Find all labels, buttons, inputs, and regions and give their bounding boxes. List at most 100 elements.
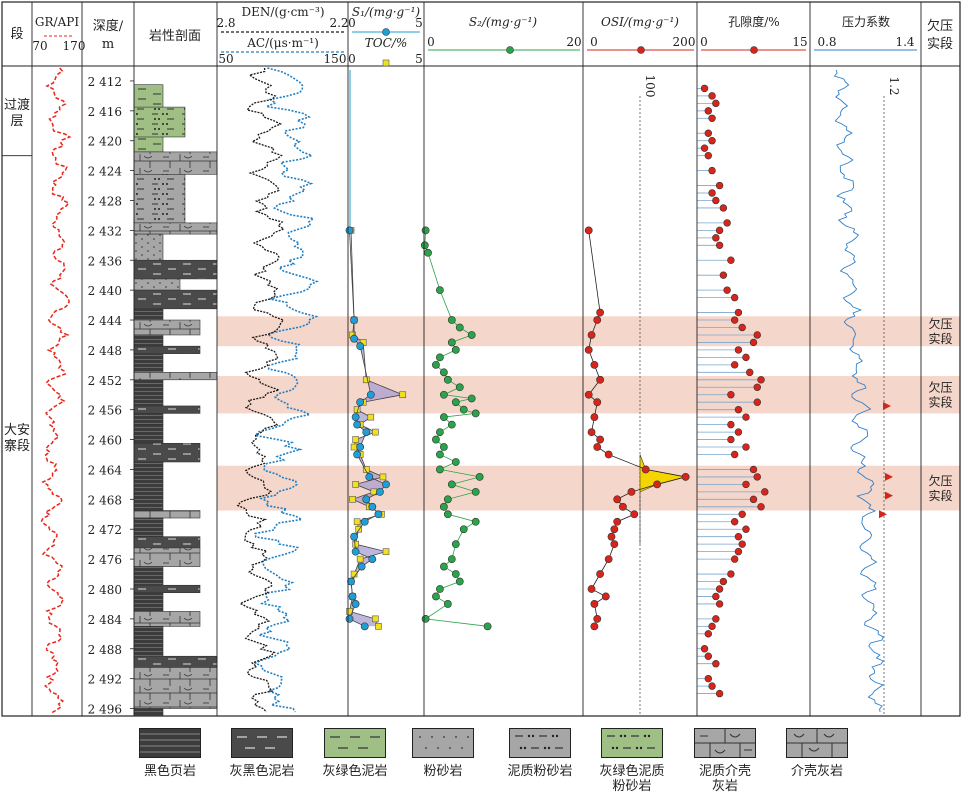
osi-point-31 <box>590 622 599 631</box>
s1-point-9 <box>356 443 365 451</box>
s2-point-9 <box>435 353 444 362</box>
s1-point-25 <box>345 614 354 623</box>
porosity-point-29 <box>730 361 739 369</box>
segment-name-0: 层 <box>10 114 23 129</box>
legend-label: 粉砂岩 <box>612 779 652 794</box>
header-den: DEN/(g·cm⁻³) <box>241 5 324 19</box>
osi-point-25 <box>604 555 613 564</box>
siltstone-swatch <box>412 728 474 758</box>
s1-point-5 <box>356 398 365 407</box>
depth-tick-label: 2 492 <box>88 673 122 687</box>
s1-point-1 <box>350 316 358 324</box>
porosity-point-38 <box>734 428 743 436</box>
legend-item-green-mudstone: 灰绿色泥岩 <box>310 728 400 779</box>
header-undercompaction: 实段 <box>927 37 953 52</box>
porosity-point-43 <box>753 473 761 481</box>
s2-point-37 <box>439 562 448 571</box>
s1-point-16 <box>374 510 383 519</box>
s1-point-23 <box>348 592 357 601</box>
header-pc-min: 0.8 <box>817 35 836 49</box>
porosity-point-19 <box>719 271 728 279</box>
legend-label: 灰绿色泥岩 <box>322 764 388 779</box>
header-s2-max: 20 <box>566 35 581 49</box>
porosity-point-65 <box>712 660 720 668</box>
s1-toc-overlap-area <box>349 320 403 627</box>
porosity-point-37 <box>727 420 735 429</box>
depth-tick-label: 2 452 <box>88 374 122 388</box>
pressure-overpressure-spike-0 <box>883 401 891 410</box>
osi-point-18 <box>613 495 622 504</box>
toc-point-25 <box>356 555 364 563</box>
s2-point-28 <box>447 480 456 489</box>
s2-point-27 <box>475 473 484 481</box>
s1-point-24 <box>351 600 360 608</box>
lithology-bed-29 <box>133 708 164 717</box>
s2-point-18 <box>471 409 480 418</box>
porosity-point-67 <box>708 682 716 690</box>
s1-point-10 <box>353 450 362 459</box>
porosity-point-49 <box>730 518 739 526</box>
s2-point-43 <box>421 614 430 623</box>
s1-point-11 <box>365 473 374 481</box>
lithology-bed-7 <box>133 278 181 291</box>
lithology-bed-15 <box>133 405 201 414</box>
porosity-point-64 <box>704 652 712 660</box>
depth-tick-label: 2 476 <box>88 553 122 567</box>
legend-item-siltstone: 粉砂岩 <box>398 728 488 779</box>
lithology-bed-16 <box>133 424 164 444</box>
pressure-overpressure-spike-2 <box>885 491 893 500</box>
osi-point-23 <box>607 532 616 541</box>
s1-point-17 <box>360 517 369 526</box>
s1-point-26 <box>360 622 369 631</box>
s2-point-2 <box>424 248 432 257</box>
porosity-point-42 <box>749 465 758 474</box>
porosity-point-51 <box>734 532 743 541</box>
osi-point-9 <box>590 413 599 422</box>
legend-item-shell-limestone: 介壳灰岩 <box>772 728 862 779</box>
porosity-point-46 <box>749 495 758 504</box>
porosity-point-35 <box>734 405 743 414</box>
depth-tick-label: 2 436 <box>88 254 122 268</box>
legend-label: 灰岩 <box>711 779 738 794</box>
toc-point-10 <box>372 428 379 436</box>
header-s2: S₂/(mg·g⁻¹) <box>469 15 537 29</box>
header-s1-marker <box>382 28 390 36</box>
depth-tick-label: 2 424 <box>88 165 123 179</box>
green-muddy-siltstone-swatch <box>601 728 663 758</box>
legend-item-muddy-siltstone: 泥质粉砂岩 <box>495 728 585 779</box>
undercompaction-band-0 <box>217 316 921 347</box>
depth-tick-label: 2 448 <box>88 344 122 358</box>
segment-name-1: 大安 <box>4 423 30 438</box>
porosity-point-8 <box>704 151 712 160</box>
header-osi-min: 0 <box>590 35 598 49</box>
toc-point-15 <box>379 473 387 481</box>
depth-tick-label: 2 468 <box>88 493 122 507</box>
s2-point-10 <box>432 360 440 369</box>
lithology-bed-5 <box>133 233 164 261</box>
legend-item-green-muddy-siltstone: 灰绿色泥质 粉砂岩 <box>587 728 677 794</box>
header-por-max: 15 <box>792 35 807 49</box>
porosity-point-17 <box>715 241 724 250</box>
s2-point-21 <box>435 428 444 436</box>
depth-tick-label: 2 444 <box>88 314 123 328</box>
s2-point-16 <box>451 398 460 407</box>
depth-tick-label: 2 412 <box>88 75 122 89</box>
header-toc-marker <box>382 59 390 67</box>
osi-point-15 <box>681 473 690 481</box>
depth-tick-label: 2 420 <box>88 135 122 149</box>
s1-point-7 <box>353 420 362 429</box>
header-toc: TOC/% <box>365 36 407 50</box>
undercompaction-label: 实段 <box>928 331 952 346</box>
shale-swatch <box>139 728 201 758</box>
osi-reference-label: 100 <box>643 75 657 98</box>
s2-point-38 <box>451 570 460 578</box>
porosity-point-25 <box>753 331 761 339</box>
s2-point-3 <box>435 286 444 295</box>
porosity-point-61 <box>708 622 716 631</box>
osi-point-20 <box>630 510 639 519</box>
osi-line <box>588 230 686 627</box>
toc-point-16 <box>352 481 359 488</box>
porosity-point-39 <box>727 435 735 444</box>
s2-point-32 <box>443 510 452 519</box>
s2-point-23 <box>439 443 448 451</box>
